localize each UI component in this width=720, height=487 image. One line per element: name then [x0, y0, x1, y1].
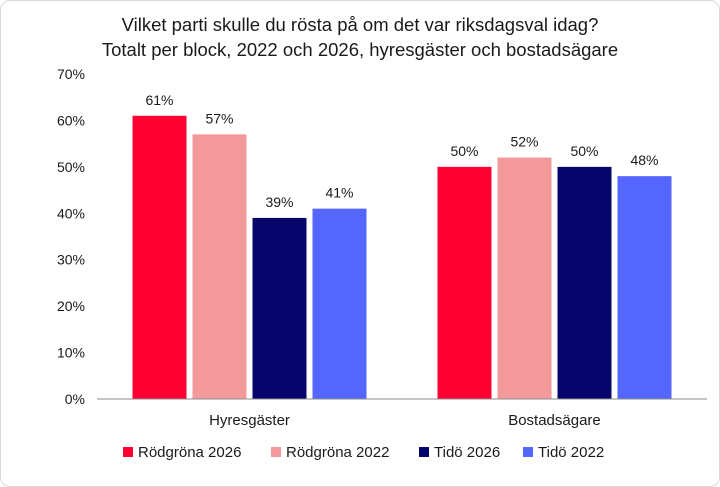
bar — [557, 166, 612, 399]
legend-swatch — [271, 447, 281, 457]
data-label: 57% — [205, 110, 233, 126]
data-label: 48% — [630, 152, 658, 168]
data-label: 39% — [265, 194, 293, 210]
y-tick-label: 60% — [57, 112, 85, 128]
legend-label: Tidö 2022 — [538, 444, 604, 461]
bar — [617, 176, 672, 399]
y-tick-label: 20% — [57, 298, 85, 314]
bar — [437, 166, 492, 399]
data-label: 41% — [325, 185, 353, 201]
data-label: 61% — [145, 92, 173, 108]
data-label: 52% — [510, 134, 538, 150]
y-tick-label: 40% — [57, 205, 85, 221]
chart-title: Vilket parti skulle du rösta på om det v… — [122, 14, 599, 35]
legend-swatch — [123, 447, 133, 457]
data-label: 50% — [570, 143, 598, 159]
data-label: 50% — [450, 143, 478, 159]
y-tick-label: 70% — [57, 66, 85, 82]
y-axis: 0% 10% 20% 30% 40% 50% 60% 70% — [57, 66, 85, 407]
bar — [312, 208, 367, 399]
y-tick-label: 50% — [57, 159, 85, 175]
legend-swatch — [419, 447, 429, 457]
bar — [252, 217, 307, 399]
chart-subtitle: Totalt per block, 2022 och 2026, hyresgä… — [102, 39, 618, 60]
x-category-label: Bostadsägare — [508, 412, 601, 429]
x-axis: Hyresgäster Bostadsägare — [97, 398, 707, 429]
bar — [497, 157, 552, 399]
y-tick-label: 0% — [65, 391, 85, 407]
y-tick-label: 30% — [57, 252, 85, 268]
legend-label: Rödgröna 2026 — [138, 444, 241, 461]
y-tick-label: 10% — [57, 345, 85, 361]
legend: Rödgröna 2026 Rödgröna 2022 Tidö 2026 Tidö … — [123, 444, 604, 461]
bar — [132, 115, 187, 400]
legend-label: Tidö 2026 — [434, 444, 500, 461]
legend-label: Rödgröna 2022 — [286, 444, 389, 461]
bars: 61% 57% 39% 41% 50% 52% 50% 48% — [132, 92, 672, 400]
x-category-label: Hyresgäster — [209, 412, 290, 429]
bar — [192, 134, 247, 399]
legend-swatch — [523, 447, 533, 457]
